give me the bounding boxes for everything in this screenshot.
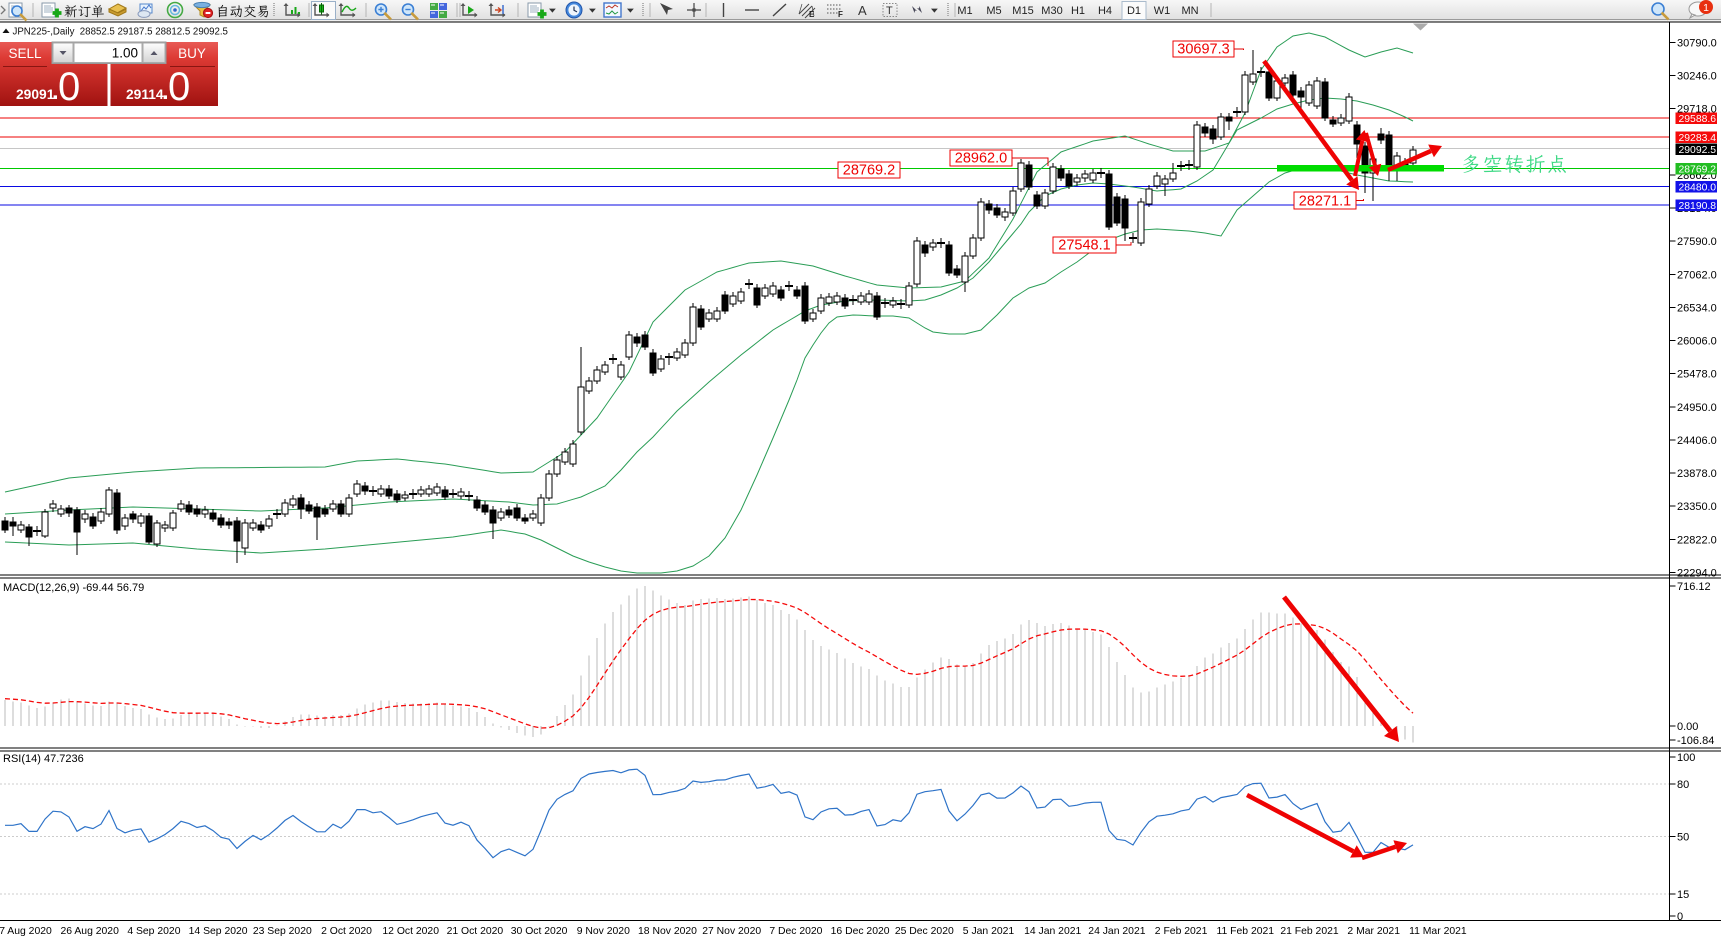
svg-text:14 Sep 2020: 14 Sep 2020 [189,926,248,937]
svg-text:27548.1: 27548.1 [1058,238,1110,254]
svg-text:JPN225-,Daily 28852.5 29187.5: JPN225-,Daily 28852.5 29187.5 28812.5 29… [13,27,228,38]
svg-text:22822.0: 22822.0 [1677,534,1717,546]
svg-text:24406.0: 24406.0 [1677,435,1717,447]
svg-text:23878.0: 23878.0 [1677,468,1717,480]
svg-text:E: E [809,10,815,19]
svg-text:0.00: 0.00 [1677,721,1698,733]
svg-text:5 Jan 2021: 5 Jan 2021 [963,926,1015,937]
svg-text:M30: M30 [1041,5,1062,17]
svg-text:100: 100 [1677,752,1695,764]
svg-text:11 Mar 2021: 11 Mar 2021 [1409,926,1467,937]
svg-text:16 Dec 2020: 16 Dec 2020 [831,926,890,937]
svg-text:28769.2: 28769.2 [1679,165,1717,176]
svg-text:28769.2: 28769.2 [843,163,895,179]
svg-text:-106.84: -106.84 [1677,735,1714,747]
svg-text:0: 0 [1677,911,1683,923]
svg-text:7 Dec 2020: 7 Dec 2020 [769,926,822,937]
svg-text:T: T [886,5,893,17]
svg-text:1: 1 [1703,2,1709,14]
svg-text:29588.6: 29588.6 [1679,114,1717,125]
svg-text:2 Feb 2021: 2 Feb 2021 [1155,926,1208,937]
svg-text:M1: M1 [957,5,972,17]
svg-text:RSI(14) 47.7236: RSI(14) 47.7236 [3,753,84,765]
svg-text:SELL: SELL [8,46,42,61]
svg-text:MN: MN [1181,5,1198,17]
svg-text:22294.0: 22294.0 [1677,567,1717,579]
svg-text:26534.0: 26534.0 [1677,302,1717,314]
svg-text:29091: 29091 [16,87,55,102]
svg-text:A: A [858,3,867,18]
svg-text:1.00: 1.00 [112,46,138,61]
svg-text:0: 0 [58,65,80,109]
svg-text:2 Mar 2021: 2 Mar 2021 [1347,926,1400,937]
svg-text:30 Oct 2020: 30 Oct 2020 [511,926,568,937]
svg-text:.: . [52,78,59,105]
svg-text:H1: H1 [1071,5,1085,17]
svg-text:12 Oct 2020: 12 Oct 2020 [382,926,439,937]
svg-text:25 Dec 2020: 25 Dec 2020 [895,926,954,937]
svg-text:28271.1: 28271.1 [1299,194,1351,210]
svg-text:29114: 29114 [126,87,164,102]
svg-text:716.12: 716.12 [1677,581,1711,593]
svg-text:26 Aug 2020: 26 Aug 2020 [61,926,120,937]
svg-text:27590.0: 27590.0 [1677,236,1717,248]
svg-text:4 Sep 2020: 4 Sep 2020 [127,926,180,937]
svg-text:29092.5: 29092.5 [1679,145,1717,156]
svg-text:H4: H4 [1098,5,1112,17]
svg-text:26006.0: 26006.0 [1677,336,1717,348]
svg-text:30246.0: 30246.0 [1677,71,1717,83]
svg-text:25478.0: 25478.0 [1677,369,1717,381]
svg-text:MACD(12,26,9) -69.44 56.79: MACD(12,26,9) -69.44 56.79 [3,582,144,594]
svg-text:M5: M5 [986,5,1001,17]
svg-text:29283.4: 29283.4 [1679,133,1717,144]
svg-text:BUY: BUY [178,46,206,61]
svg-text:24 Jan 2021: 24 Jan 2021 [1088,926,1145,937]
svg-text:7 Aug 2020: 7 Aug 2020 [0,926,52,937]
svg-text:2 Oct 2020: 2 Oct 2020 [321,926,372,937]
svg-text:21 Oct 2020: 21 Oct 2020 [447,926,504,937]
svg-text:F: F [838,10,843,19]
svg-text:D1: D1 [1127,5,1141,17]
svg-text:30790.0: 30790.0 [1677,38,1717,50]
svg-text:.: . [162,78,169,105]
svg-text:28962.0: 28962.0 [955,151,1007,167]
svg-text:9 Nov 2020: 9 Nov 2020 [577,926,630,937]
svg-text:18 Nov 2020: 18 Nov 2020 [638,926,697,937]
svg-text:27 Nov 2020: 27 Nov 2020 [702,926,761,937]
svg-text:28480.0: 28480.0 [1679,183,1717,194]
svg-text:M15: M15 [1012,5,1033,17]
svg-text:14 Jan 2021: 14 Jan 2021 [1024,926,1081,937]
svg-text:30697.3: 30697.3 [1177,42,1229,58]
svg-text:24950.0: 24950.0 [1677,402,1717,414]
svg-text:W1: W1 [1154,5,1171,17]
svg-text:21 Feb 2021: 21 Feb 2021 [1280,926,1339,937]
svg-text:80: 80 [1677,779,1689,791]
svg-text:27062.0: 27062.0 [1677,269,1717,281]
svg-text:28190.8: 28190.8 [1679,201,1717,212]
svg-text:0: 0 [168,65,190,109]
svg-text:15: 15 [1677,889,1689,901]
svg-text:23350.0: 23350.0 [1677,501,1717,513]
svg-text:50: 50 [1677,832,1689,844]
svg-text:11 Feb 2021: 11 Feb 2021 [1217,926,1275,937]
svg-text:23 Sep 2020: 23 Sep 2020 [253,926,312,937]
